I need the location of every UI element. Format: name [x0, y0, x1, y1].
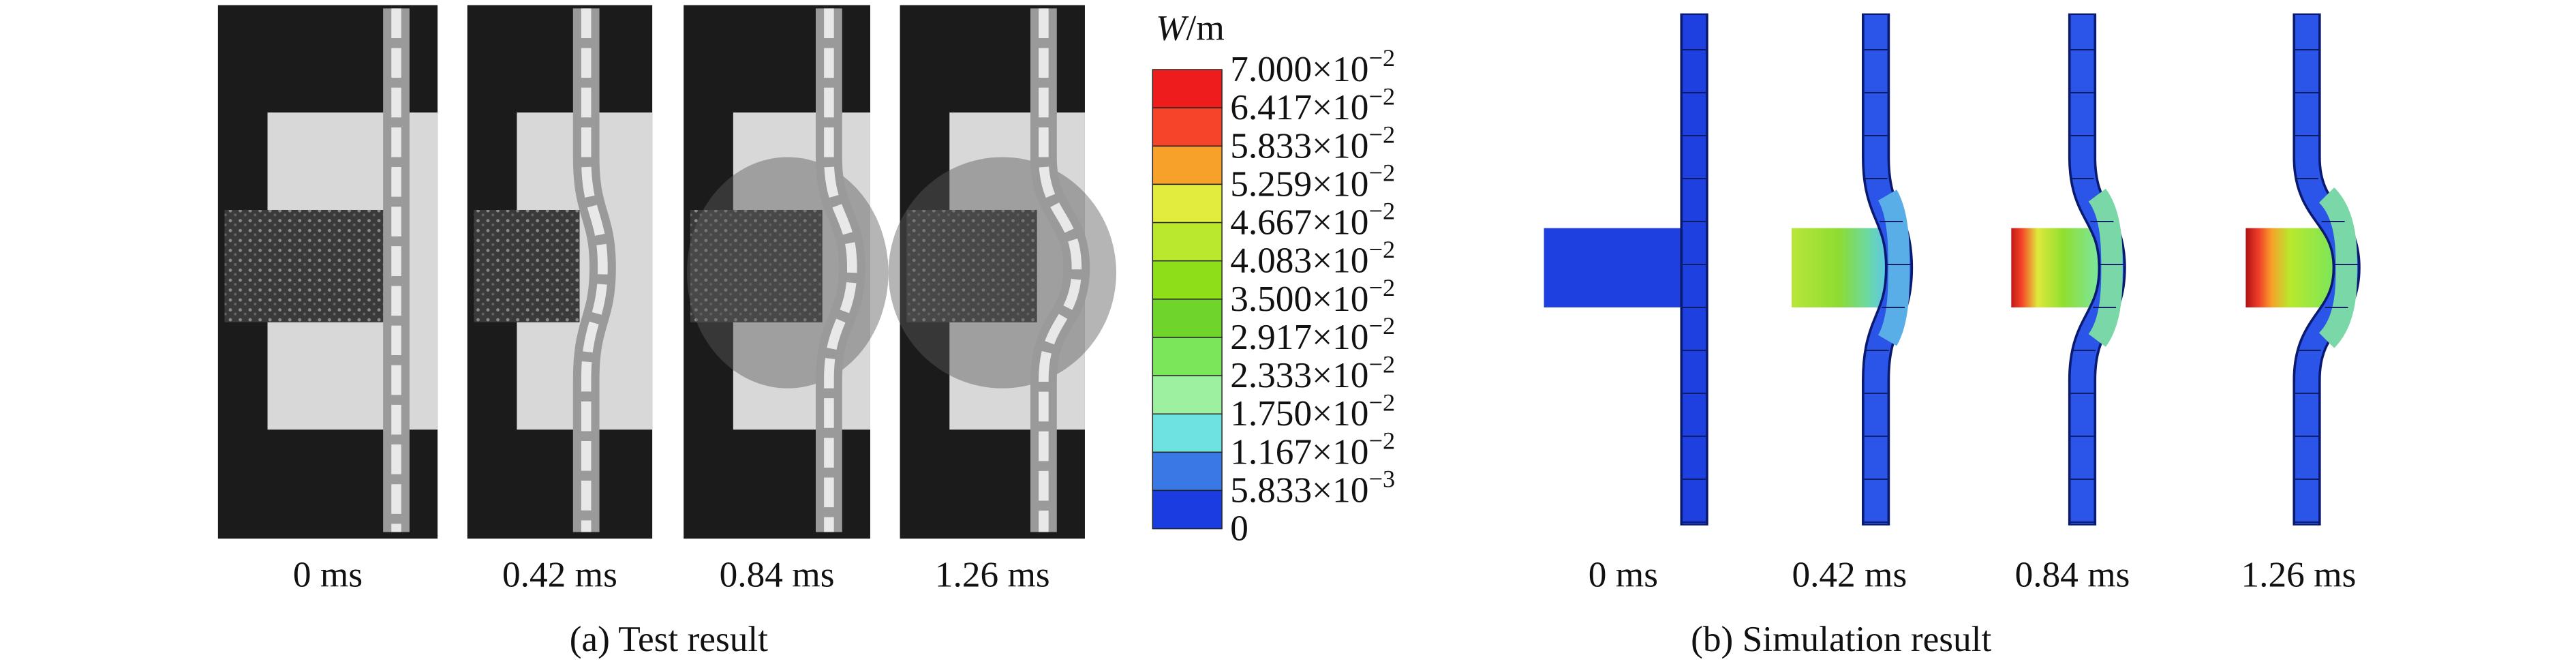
label-base: 7.000×10 — [1230, 49, 1368, 89]
sim-cylinder — [2245, 228, 2333, 307]
colorbar: W/m 7.000×10−26.417×10−25.833×10−25.259×… — [1152, 7, 1395, 549]
frame-label: 0.42 ms — [1792, 554, 1907, 594]
colorbar-band — [1152, 260, 1223, 300]
photo-cylinder — [224, 209, 397, 322]
label-exp: −2 — [1368, 82, 1395, 110]
label-base: 5.259×10 — [1230, 164, 1368, 204]
title-var: W — [1156, 7, 1189, 48]
frame-label: 0.42 ms — [502, 554, 617, 594]
sim-plate-hot — [2318, 187, 2357, 348]
frame-label: 1.26 ms — [2241, 554, 2357, 594]
photo-plate-edge — [824, 8, 857, 532]
sim-cylinder — [1544, 228, 1681, 307]
frame-label: 1.26 ms — [935, 554, 1050, 594]
sim-cylinder — [2011, 228, 2099, 307]
label-base: 5.833×10 — [1230, 470, 1368, 510]
label-exp: −3 — [1368, 466, 1395, 493]
colorbar-label: 2.333×10−2 — [1230, 350, 1395, 395]
colorbar-band — [1152, 107, 1223, 147]
test-photos: 0 ms 0.42 ms 0.84 ms 1.26 ms — [217, 5, 1116, 594]
colorbar-band — [1152, 337, 1223, 376]
label-exp: −2 — [1368, 427, 1395, 455]
colorbar-band — [1152, 222, 1223, 262]
label-base: 6.417×10 — [1230, 87, 1368, 127]
colorbar-band — [1152, 489, 1223, 530]
label-base: 1.167×10 — [1230, 432, 1368, 472]
sim-plate-hot — [2088, 188, 2123, 347]
colorbar-label: 6.417×10−2 — [1230, 82, 1395, 127]
simulation-frames: 0 ms 0.42 ms 0.84 ms 1.26 ms — [1544, 13, 2361, 594]
colorbar-label: 3.500×10−2 — [1230, 274, 1395, 319]
colorbar-band — [1152, 145, 1223, 185]
colorbar-label: 5.833×10−3 — [1230, 466, 1395, 511]
colorbar-label: 7.000×10−2 — [1230, 44, 1395, 89]
frame-label: 0.84 ms — [720, 554, 835, 594]
colorbar-band — [1152, 299, 1223, 338]
label-exp: −2 — [1368, 274, 1395, 301]
frame-label: 0 ms — [1589, 554, 1658, 594]
colorbar-label: 1.750×10−2 — [1230, 389, 1395, 434]
colorbar-label: 4.667×10−2 — [1230, 198, 1395, 243]
label-exp: −2 — [1368, 160, 1395, 187]
colorbar-band — [1152, 375, 1223, 414]
label-base: 2.917×10 — [1230, 317, 1368, 357]
label-base: 5.833×10 — [1230, 125, 1368, 166]
label-exp: −2 — [1368, 121, 1395, 148]
label-exp: −2 — [1368, 389, 1395, 416]
frame-label: 0.84 ms — [2015, 554, 2130, 594]
title-unit: /m — [1186, 7, 1225, 48]
label-exp: −2 — [1368, 44, 1395, 72]
photo-plate-edge — [581, 8, 608, 532]
label-exp: −2 — [1368, 236, 1395, 263]
colorbar-title: W/m — [1156, 7, 1225, 48]
frame-label: 0 ms — [293, 554, 363, 594]
sim-cylinder — [1792, 228, 1886, 307]
label-base: 3.500×10 — [1230, 279, 1368, 319]
caption-a: (a) Test result — [570, 619, 768, 659]
label-base: 4.083×10 — [1230, 241, 1368, 281]
sim-plate-hot — [1877, 190, 1910, 346]
label-exp: −2 — [1368, 198, 1395, 225]
colorbar-label: 2.917×10−2 — [1230, 312, 1395, 357]
caption-b: (b) Simulation result — [1691, 619, 1991, 659]
photo-plate-edge — [1039, 8, 1082, 532]
colorbar-label: 0 — [1230, 509, 1248, 549]
colorbar-label: 1.167×10−2 — [1230, 427, 1395, 472]
label-exp: −2 — [1368, 312, 1395, 339]
photo-cylinder — [690, 209, 823, 322]
colorbar-band — [1152, 183, 1223, 224]
colorbar-band — [1152, 69, 1223, 108]
label-base: 2.333×10 — [1230, 355, 1368, 395]
label-base: 1.750×10 — [1230, 393, 1368, 434]
colorbar-label: 5.833×10−2 — [1230, 121, 1395, 166]
label-base: 4.667×10 — [1230, 202, 1368, 243]
label-base: 0 — [1230, 509, 1248, 549]
label-exp: −2 — [1368, 350, 1395, 378]
photo-cylinder — [906, 209, 1037, 322]
colorbar-label: 4.083×10−2 — [1230, 236, 1395, 281]
colorbar-band — [1152, 451, 1223, 491]
colorbar-band — [1152, 413, 1223, 453]
photo-cylinder — [474, 209, 580, 322]
colorbar-label: 5.259×10−2 — [1230, 160, 1395, 205]
